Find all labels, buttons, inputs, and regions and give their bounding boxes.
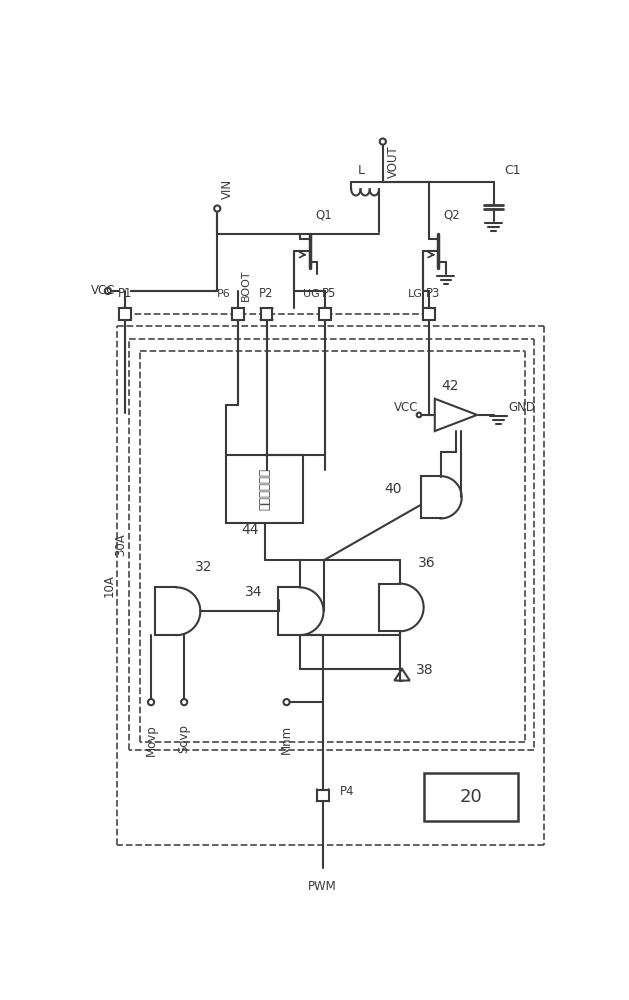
Circle shape (416, 413, 421, 417)
Text: Mnm: Mnm (280, 724, 293, 754)
Text: 30A: 30A (114, 533, 127, 556)
Text: Movp: Movp (145, 724, 157, 756)
Text: P3: P3 (426, 287, 440, 300)
Circle shape (380, 138, 386, 145)
Text: 36: 36 (418, 556, 435, 570)
Text: VIN: VIN (221, 179, 234, 199)
Text: P2: P2 (259, 287, 274, 300)
Text: P1: P1 (118, 287, 132, 300)
Text: 42: 42 (441, 379, 459, 393)
Text: P5: P5 (321, 287, 336, 300)
Circle shape (148, 699, 154, 705)
Text: VCC: VCC (394, 401, 418, 414)
Bar (119, 308, 131, 320)
Text: VCC: VCC (91, 284, 116, 297)
Circle shape (284, 699, 289, 705)
Bar (261, 308, 272, 320)
Text: C1: C1 (504, 164, 521, 177)
Text: 40: 40 (384, 482, 401, 496)
Text: P4: P4 (340, 785, 354, 798)
Text: UG: UG (303, 289, 320, 299)
Bar (423, 308, 435, 320)
Circle shape (181, 699, 187, 705)
Text: 38: 38 (416, 663, 433, 677)
Text: 电平偏移电路: 电平偏移电路 (259, 468, 272, 510)
Text: 34: 34 (245, 585, 262, 599)
Text: Sovp: Sovp (177, 724, 191, 753)
Text: LG: LG (408, 289, 423, 299)
Circle shape (105, 288, 111, 294)
Text: Q1: Q1 (315, 209, 332, 222)
Text: PWM: PWM (308, 880, 337, 893)
Bar (425, 773, 518, 821)
Text: 44: 44 (241, 523, 259, 537)
Text: VOUT: VOUT (387, 145, 399, 178)
Bar (232, 308, 244, 320)
Text: GND: GND (508, 401, 535, 414)
Bar (317, 790, 328, 801)
Circle shape (214, 205, 220, 212)
Text: P6: P6 (217, 289, 231, 299)
Text: 20: 20 (460, 788, 482, 806)
Text: 32: 32 (194, 560, 212, 574)
Text: 10A: 10A (103, 574, 116, 597)
Polygon shape (435, 399, 477, 431)
Bar (226, 455, 304, 523)
Text: Q2: Q2 (443, 209, 460, 222)
Polygon shape (394, 669, 409, 681)
Text: BOOT: BOOT (241, 269, 251, 301)
Bar (320, 308, 331, 320)
Text: L: L (358, 164, 365, 177)
